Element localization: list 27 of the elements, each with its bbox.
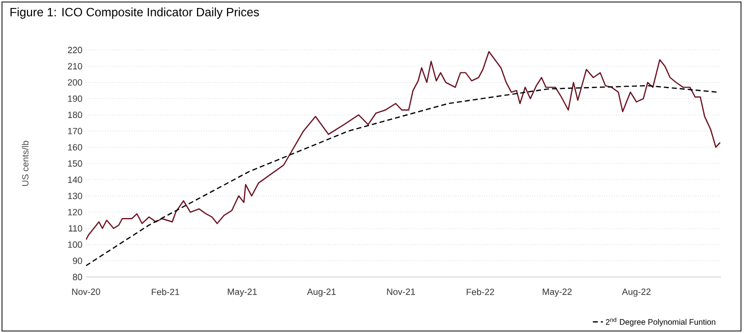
x-tick-label: Aug-22 bbox=[622, 288, 651, 297]
y-tick-label: 150 bbox=[68, 160, 82, 167]
y-tick-label: 110 bbox=[68, 225, 82, 232]
line-series bbox=[86, 85, 718, 266]
y-tick-label: 120 bbox=[68, 208, 82, 216]
y-tick-label: 170 bbox=[68, 128, 82, 134]
legend-label: 2$^{nd}$ Degree Polynomial Funtion bbox=[606, 318, 716, 326]
y-axis-title: US cents/lb bbox=[22, 140, 28, 186]
y-tick-label: 90 bbox=[72, 258, 82, 264]
y-tick-label: 100 bbox=[68, 241, 82, 248]
y-tick-label: 80 bbox=[72, 274, 82, 280]
x-tick-label: Feb-21 bbox=[152, 288, 180, 296]
y-tick-label: 180 bbox=[68, 112, 82, 118]
x-tick-label: Nov-21 bbox=[387, 288, 415, 295]
x-tick-label: Aug-21 bbox=[307, 288, 336, 297]
y-tick-label: 210 bbox=[68, 63, 82, 70]
y-tick-label: 130 bbox=[68, 192, 82, 200]
x-tick-label: Feb-22 bbox=[466, 288, 494, 296]
x-tick-label: May-21 bbox=[228, 288, 257, 297]
y-tick-label: 160 bbox=[68, 144, 82, 150]
y-tick-label: 220 bbox=[68, 46, 82, 54]
x-tick-label: Nov-20 bbox=[72, 288, 100, 295]
y-tick-label: 200 bbox=[68, 79, 82, 86]
x-tick-label: May-22 bbox=[542, 288, 572, 297]
y-tick-label: 190 bbox=[68, 95, 82, 102]
chart-title: Figure 1: ICO Composite Indicator Daily Prices bbox=[10, 8, 259, 19]
y-tick-label: 140 bbox=[68, 176, 82, 183]
